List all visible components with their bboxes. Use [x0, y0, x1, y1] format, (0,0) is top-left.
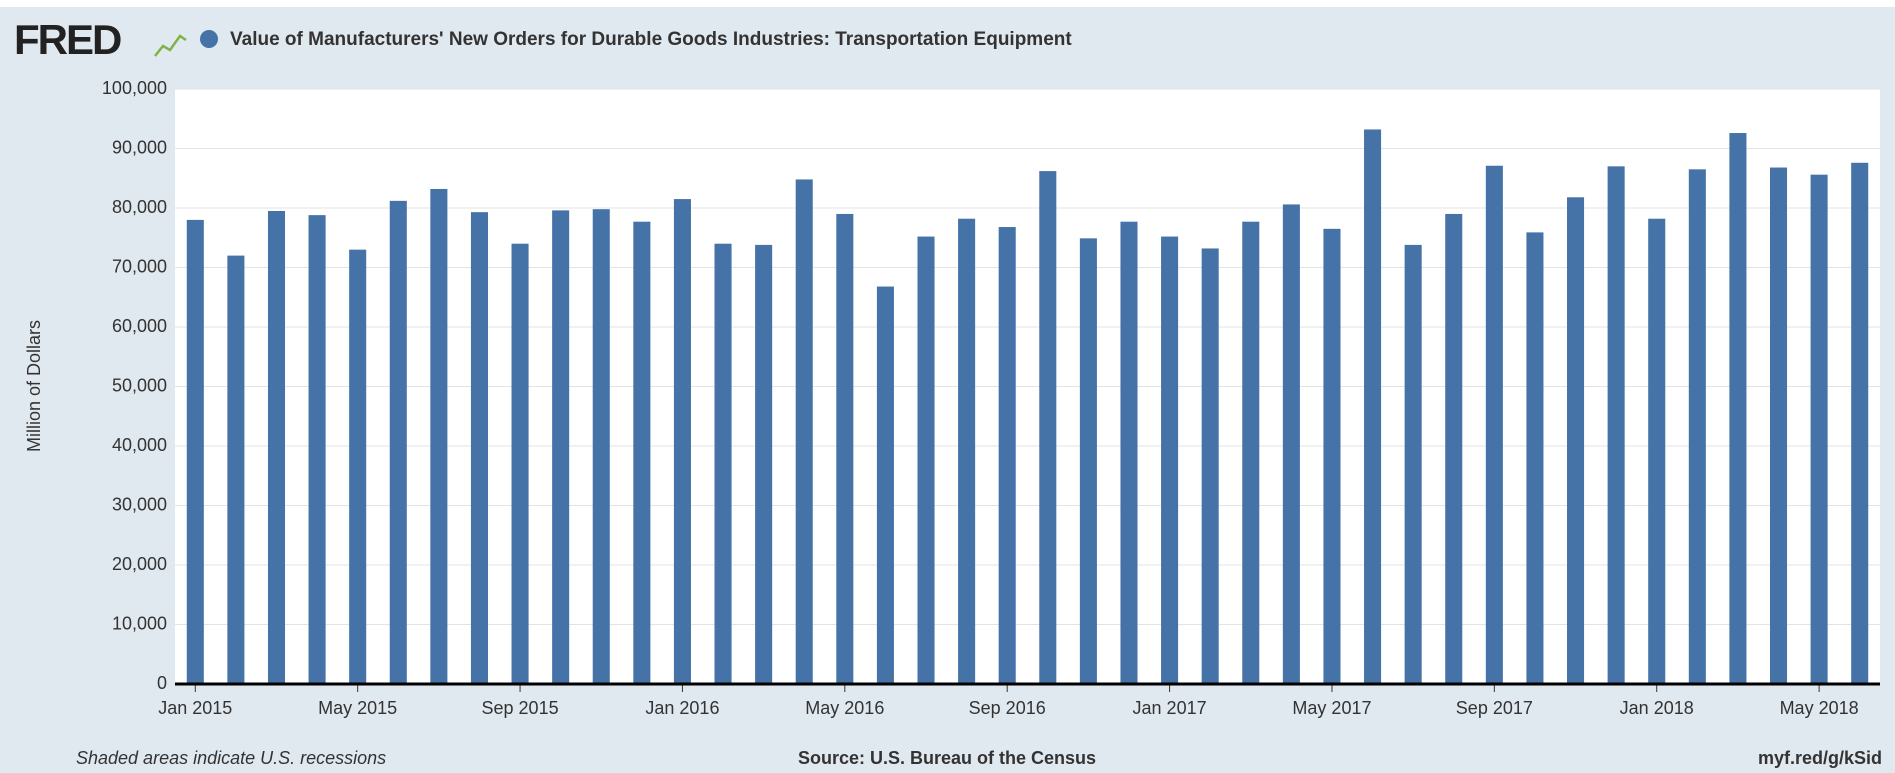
x-tick-label: May 2017	[1292, 698, 1371, 718]
footer-center: Source: U.S. Bureau of the Census	[798, 748, 1096, 768]
bar	[227, 255, 245, 684]
top-strip	[0, 0, 1895, 7]
x-tick-label: Jan 2017	[1133, 698, 1207, 718]
bar	[1242, 221, 1260, 684]
bar	[714, 243, 732, 684]
bar	[633, 221, 651, 684]
bar	[552, 210, 570, 684]
bar	[308, 215, 326, 684]
y-axis-label: Million of Dollars	[24, 320, 44, 452]
y-tick-label: 70,000	[112, 256, 167, 276]
bar	[1323, 228, 1341, 684]
bar	[876, 286, 894, 684]
x-tick-label: May 2016	[805, 698, 884, 718]
y-tick-label: 50,000	[112, 375, 167, 395]
x-tick-label: May 2015	[318, 698, 397, 718]
bar	[1364, 129, 1382, 684]
bar	[267, 210, 286, 684]
y-tick-label: 30,000	[112, 494, 167, 514]
y-tick-label: 20,000	[112, 554, 167, 574]
bar	[998, 227, 1016, 685]
bar	[1729, 133, 1747, 684]
logo: FRED	[14, 16, 121, 63]
y-tick-label: 40,000	[112, 435, 167, 455]
bar	[1769, 167, 1788, 685]
x-tick-label: Jan 2015	[158, 698, 232, 718]
y-tick-label: 0	[157, 673, 167, 693]
bar	[1607, 166, 1625, 685]
bar	[1039, 171, 1057, 685]
bar	[917, 236, 935, 684]
bar	[1282, 204, 1300, 684]
bar	[958, 218, 976, 684]
bar	[1567, 197, 1585, 685]
bar	[349, 249, 367, 684]
x-tick-label: Jan 2016	[645, 698, 719, 718]
y-tick-label: 80,000	[112, 197, 167, 217]
legend-marker	[200, 30, 218, 48]
bar	[1201, 248, 1219, 684]
bar	[755, 244, 773, 684]
x-tick-label: Jan 2018	[1620, 698, 1694, 718]
bar	[1648, 218, 1666, 684]
bar	[1161, 236, 1179, 684]
bar	[592, 209, 610, 684]
bar	[836, 213, 854, 684]
chart-title: Value of Manufacturers' New Orders for D…	[230, 29, 1072, 50]
bar	[511, 243, 529, 684]
footer-right: myf.red/g/kSid	[1758, 748, 1882, 768]
bar	[1688, 169, 1706, 684]
bar	[470, 212, 488, 685]
x-tick-label: Sep 2017	[1456, 698, 1533, 718]
footer-left: Shaded areas indicate U.S. recessions	[76, 748, 386, 768]
bar	[1120, 221, 1138, 684]
y-tick-label: 10,000	[112, 613, 167, 633]
bar	[430, 188, 448, 684]
bar	[795, 179, 813, 684]
bar	[1445, 213, 1463, 684]
x-tick-label: May 2018	[1780, 698, 1859, 718]
bar	[1404, 244, 1422, 684]
bar	[1485, 165, 1503, 684]
y-tick-label: 60,000	[112, 316, 167, 336]
bar	[1851, 162, 1869, 684]
bar	[673, 199, 691, 684]
x-tick-label: Sep 2016	[969, 698, 1046, 718]
bar	[1079, 238, 1097, 684]
logo-icon	[154, 34, 187, 57]
y-tick-label: 90,000	[112, 137, 167, 157]
x-tick-label: Sep 2015	[482, 698, 559, 718]
y-tick-label: 100,000	[102, 78, 167, 98]
bar	[1810, 174, 1828, 684]
bar	[1526, 232, 1544, 684]
bar	[389, 200, 407, 685]
bar	[186, 219, 204, 684]
